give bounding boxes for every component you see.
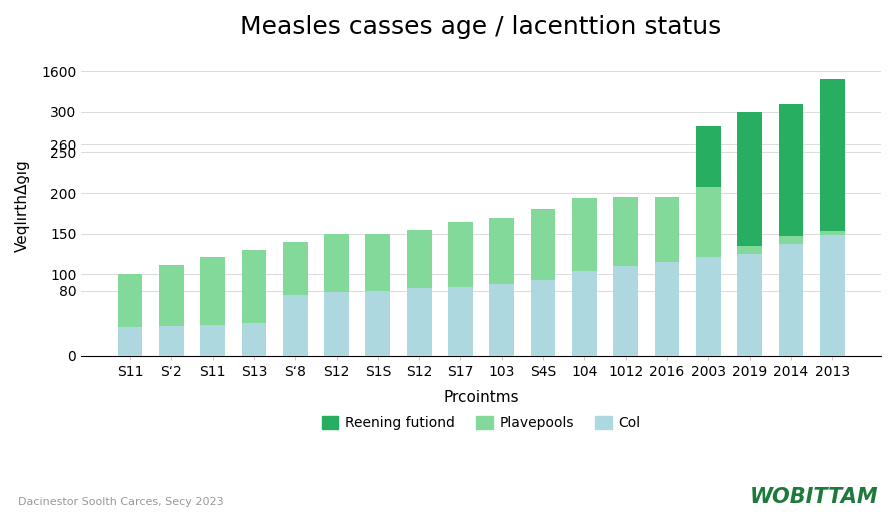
Bar: [242, 323, 266, 356]
Bar: [448, 287, 473, 356]
Bar: [200, 257, 225, 325]
Bar: [737, 254, 762, 356]
Bar: [696, 126, 720, 187]
Bar: [117, 274, 142, 327]
Bar: [366, 291, 391, 356]
Y-axis label: VeqlırthΔƍıg: VeqlırthΔƍıg: [15, 159, 30, 252]
Bar: [820, 79, 845, 231]
Bar: [572, 198, 597, 271]
Bar: [696, 187, 720, 257]
Bar: [779, 236, 804, 244]
Bar: [200, 325, 225, 356]
Bar: [283, 295, 307, 356]
Bar: [489, 218, 514, 284]
Bar: [407, 230, 432, 288]
Bar: [283, 242, 307, 295]
Bar: [572, 271, 597, 356]
Bar: [820, 231, 845, 236]
Bar: [117, 327, 142, 356]
Bar: [779, 103, 804, 236]
Bar: [530, 280, 556, 356]
Bar: [737, 246, 762, 254]
Bar: [407, 288, 432, 356]
Bar: [820, 236, 845, 356]
Title: Measles casses age / lacenttion status: Measles casses age / lacenttion status: [240, 15, 722, 39]
Bar: [655, 262, 679, 356]
Bar: [159, 265, 184, 326]
Bar: [613, 197, 638, 266]
Bar: [324, 234, 349, 292]
Legend: Reening futiond, Plavepools, Col: Reening futiond, Plavepools, Col: [316, 411, 646, 436]
Text: Dacinestor Soolth Carces, Secy 2023: Dacinestor Soolth Carces, Secy 2023: [18, 497, 223, 507]
Bar: [366, 234, 391, 291]
Bar: [696, 257, 720, 356]
Bar: [448, 222, 473, 287]
Bar: [530, 209, 556, 280]
Bar: [242, 250, 266, 323]
Bar: [613, 266, 638, 356]
Bar: [779, 244, 804, 356]
Bar: [655, 197, 679, 262]
Bar: [737, 112, 762, 246]
Bar: [489, 284, 514, 356]
Bar: [324, 292, 349, 356]
Bar: [159, 326, 184, 356]
X-axis label: Prcointms: Prcointms: [444, 390, 519, 405]
Text: WOBITTAM: WOBITTAM: [749, 487, 878, 507]
